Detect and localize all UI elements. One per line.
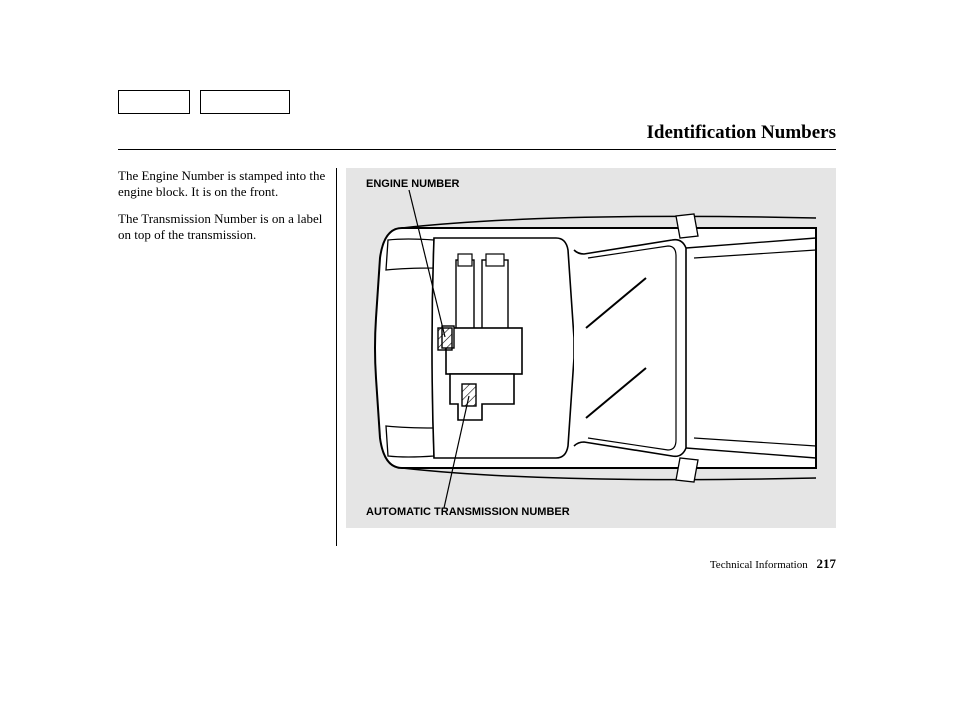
top-tabs — [118, 90, 290, 114]
title-rule — [118, 149, 836, 150]
vehicle-top-view-diagram — [346, 168, 836, 528]
footer-section: Technical Information — [710, 559, 808, 571]
body-column: The Engine Number is stamped into the en… — [118, 168, 330, 254]
callout-transmission-number: AUTOMATIC TRANSMISSION NUMBER — [366, 506, 570, 518]
tab-box-2 — [200, 90, 290, 114]
page-footer: Technical Information 217 — [710, 556, 836, 572]
paragraph-1: The Engine Number is stamped into the en… — [118, 168, 330, 199]
callout-engine-number: ENGINE NUMBER — [366, 178, 460, 190]
column-divider — [336, 168, 337, 546]
figure-panel: ENGINE NUMBER — [346, 168, 836, 528]
footer-page-number: 217 — [817, 556, 837, 571]
paragraph-2: The Transmission Number is on a label on… — [118, 211, 330, 242]
tab-box-1 — [118, 90, 190, 114]
page-title: Identification Numbers — [647, 122, 836, 144]
